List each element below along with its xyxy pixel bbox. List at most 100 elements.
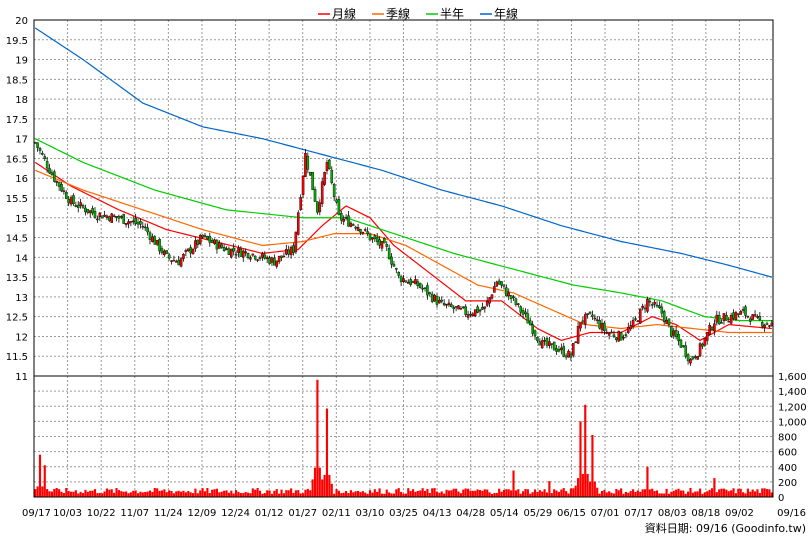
date-tick-label: 01/12 [255, 508, 284, 519]
volume-bar [239, 493, 242, 497]
volume-bar [392, 493, 396, 497]
volume-bar [524, 488, 527, 497]
candle-body [273, 257, 276, 266]
candle-body [646, 299, 649, 312]
candle-body [749, 318, 752, 322]
volume-bar [129, 492, 132, 497]
date-tick-label: 05/29 [523, 508, 552, 519]
candle-body [60, 183, 63, 192]
volume-bar [641, 489, 644, 497]
candle-body [615, 337, 618, 341]
candle-body [737, 313, 740, 315]
date-tick-label: 07/17 [624, 508, 653, 519]
candle-body [186, 248, 190, 252]
volume-bar [211, 489, 214, 497]
candle-body [624, 334, 628, 336]
date-tick-label: 12/09 [188, 508, 217, 519]
candle-body [744, 306, 747, 316]
candle-body [481, 306, 484, 310]
candle-body [220, 244, 224, 248]
candle-body [191, 249, 195, 255]
candle-body [478, 309, 482, 312]
candle-body [564, 355, 568, 358]
volume-tick-label: 1,400 [778, 387, 807, 398]
volume-bar [337, 490, 341, 497]
volume-bar [481, 490, 484, 497]
volume-bar [557, 491, 561, 497]
volume-bar [670, 491, 673, 497]
candle-body [693, 356, 697, 359]
volume-bar [763, 488, 766, 497]
candle-body [600, 322, 604, 331]
volume-bar [490, 493, 494, 497]
volume-bar [321, 479, 324, 497]
volume-bar [58, 489, 61, 497]
candle-body [41, 152, 44, 155]
volume-bar [101, 493, 104, 497]
volume-bar [531, 492, 534, 497]
volume-bar [72, 491, 75, 497]
volume-bar [294, 490, 297, 497]
candle-body [710, 326, 714, 330]
candle-body [603, 322, 606, 332]
volume-bar [698, 488, 702, 497]
candle-body [423, 287, 427, 289]
volume-bar [404, 493, 407, 497]
volume-bar [141, 492, 144, 497]
candle-body [146, 227, 149, 233]
candle-body [648, 300, 652, 303]
volume-bar [124, 491, 128, 497]
candle-body [225, 248, 228, 251]
volume-bar [368, 490, 372, 497]
volume-bar [409, 491, 412, 497]
candle-body [69, 197, 73, 205]
candle-body [105, 215, 109, 218]
volume-bar [541, 491, 544, 497]
candle-body [753, 314, 757, 316]
volume-bar [153, 487, 156, 497]
candle-body [265, 257, 269, 260]
date-tick-label: 08/03 [658, 508, 687, 519]
candle-body [196, 239, 200, 245]
volume-bar [62, 493, 65, 497]
date-tick-label: 02/11 [322, 508, 351, 519]
candle-body [459, 308, 463, 310]
volume-bar [713, 478, 716, 497]
volume-bar [643, 489, 647, 497]
volume-bar [679, 490, 683, 497]
price-tick-label: 16 [15, 174, 28, 185]
volume-tick-label: 600 [778, 448, 797, 459]
volume-bar [555, 490, 558, 497]
volume-bar [266, 490, 269, 497]
volume-bar [328, 474, 331, 497]
volume-bar [189, 492, 192, 497]
candle-body [189, 247, 192, 254]
volume-bar [651, 488, 654, 497]
volume-bar [667, 493, 671, 497]
volume-bar [696, 491, 699, 497]
volume-bar [538, 490, 541, 497]
candle-body [194, 240, 197, 249]
candle-body [120, 216, 123, 218]
volume-bar [500, 491, 503, 497]
volume-bar [356, 490, 360, 497]
candle-body [598, 320, 601, 329]
volume-bar [292, 492, 295, 497]
candle-body [462, 306, 465, 308]
volume-bar [639, 491, 642, 497]
volume-bar [421, 488, 424, 497]
volume-bar [447, 490, 451, 497]
volume-bar [545, 492, 549, 497]
candle-body [490, 294, 494, 299]
ma-quarter-line [34, 169, 772, 334]
volume-bar [493, 492, 496, 497]
candle-body [703, 337, 707, 346]
volume-bar [612, 493, 616, 497]
volume-bar [345, 491, 348, 497]
volume-bar [388, 492, 391, 497]
volume-bar [175, 491, 178, 497]
volume-bar [347, 493, 350, 497]
volume-bar [720, 488, 723, 497]
candle-body [139, 221, 142, 225]
candle-body [629, 325, 632, 330]
